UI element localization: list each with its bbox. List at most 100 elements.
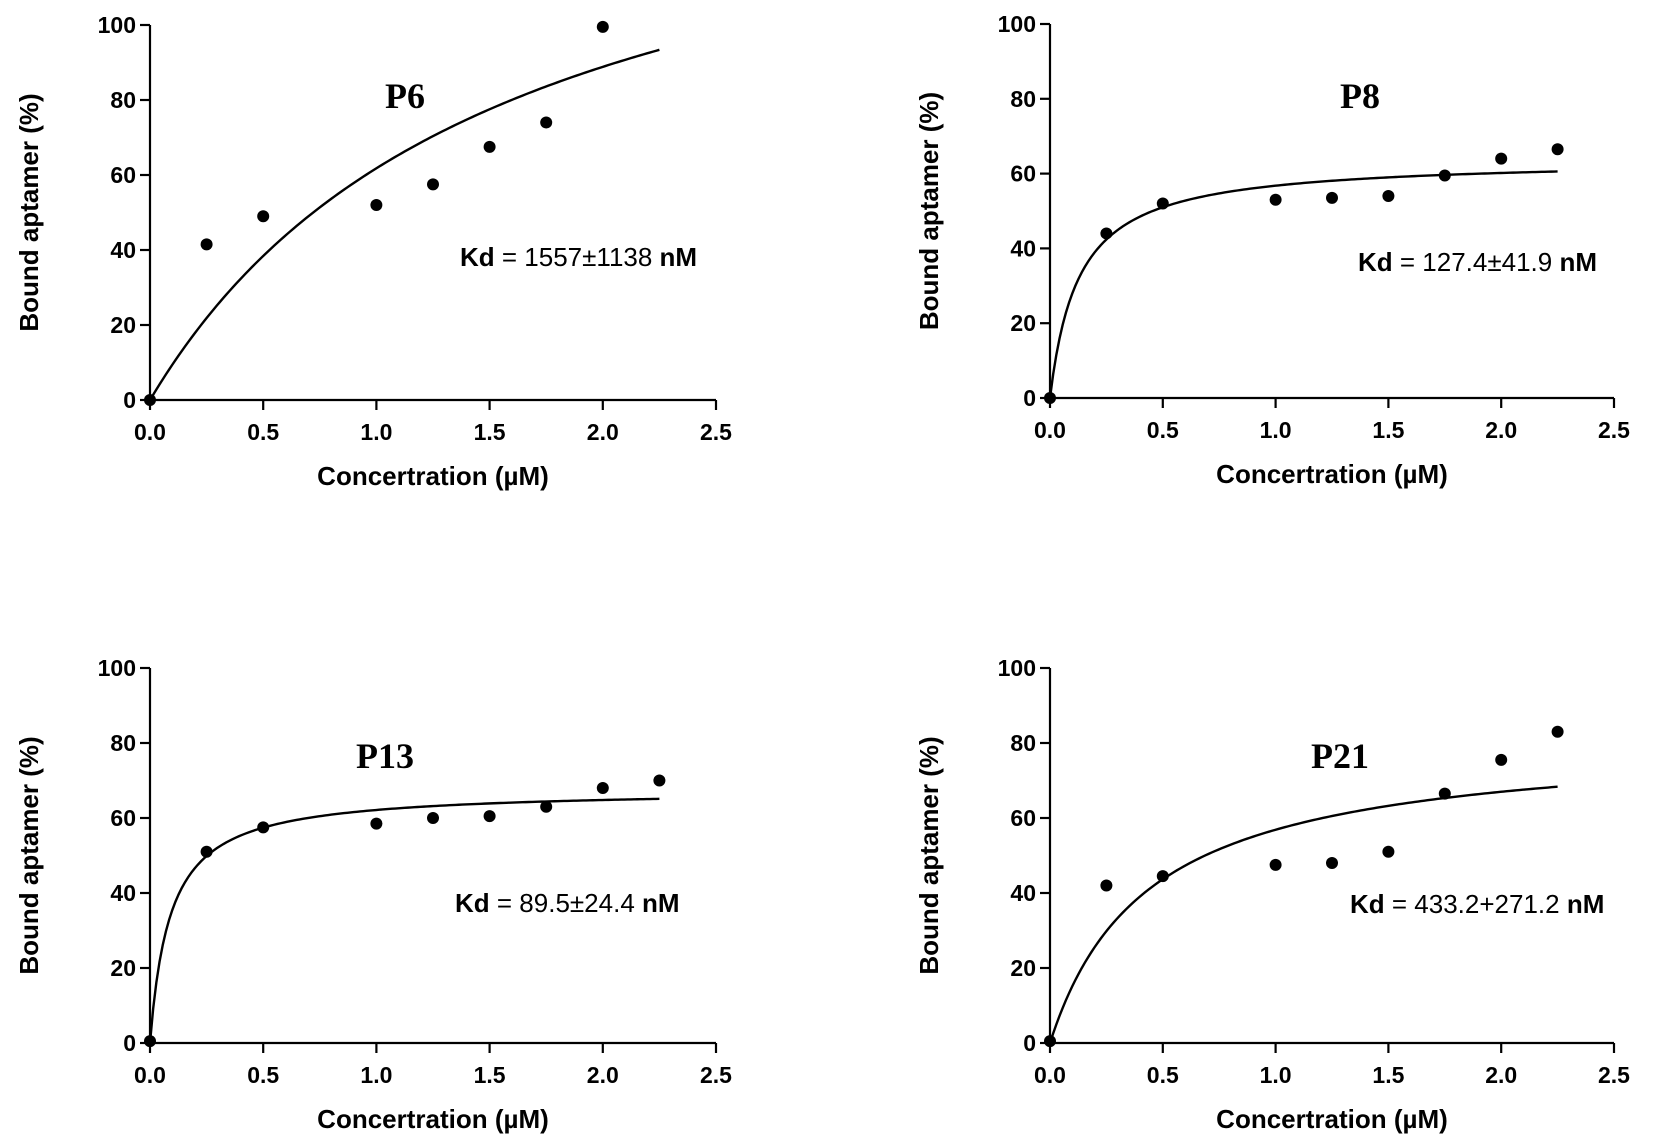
kd-annotation: Kd = 127.4±41.9 nM — [1358, 247, 1597, 277]
chart-panel-p21: 0.0 0.5 1.0 1.5 2.0 2.5 0 20 40 60 80 100 Concertrat… — [914, 655, 1630, 1134]
data-point — [144, 1035, 156, 1048]
y-axis-title: Bound aptamer (%) — [14, 93, 44, 331]
y-tick-label: 20 — [1010, 955, 1036, 981]
data-point — [596, 782, 609, 794]
y-tick-label: 60 — [1010, 161, 1036, 187]
kd-value: = 433.2+271.2 — [1385, 889, 1567, 919]
panel-title: P6 — [385, 76, 425, 116]
data-point — [653, 774, 666, 787]
y-tick-label: 40 — [110, 237, 136, 263]
y-axis-title: Bound aptamer (%) — [914, 92, 944, 330]
kd-unit: nM — [1567, 889, 1605, 919]
x-axis-title: Concertration (µM) — [317, 1104, 549, 1134]
x-tick-label: 2.5 — [1598, 417, 1630, 443]
fit-curve — [148, 797, 660, 1044]
x-tick-label: 1.5 — [1372, 417, 1404, 443]
x-tick-label: 2.5 — [700, 419, 732, 445]
kd-label: Kd — [460, 242, 495, 272]
x-tick-label: 2.0 — [587, 1062, 619, 1088]
x-tick-label: 1.0 — [1260, 1062, 1292, 1088]
data-point — [144, 394, 156, 406]
kd-value: = 1557±1138 — [495, 242, 660, 272]
data-point — [1551, 725, 1564, 738]
kd-annotation: Kd = 433.2+271.2 nM — [1350, 889, 1604, 919]
panel-title: P13 — [356, 736, 414, 776]
panel-title: P8 — [1340, 76, 1380, 116]
data-point — [1156, 197, 1169, 210]
panel-title: P21 — [1311, 736, 1369, 776]
x-tick-label: 2.5 — [700, 1062, 732, 1088]
y-tick-label: 100 — [98, 655, 136, 681]
x-tick-label: 2.0 — [1485, 417, 1517, 443]
y-tick-label: 40 — [1010, 880, 1036, 906]
x-tick-label: 1.0 — [360, 1062, 392, 1088]
kd-unit: nM — [1559, 247, 1597, 277]
y-axis-title: Bound aptamer (%) — [914, 736, 944, 974]
y-tick-label: 40 — [1010, 235, 1036, 261]
y-axis-title: Bound aptamer (%) — [14, 736, 44, 974]
data-point — [483, 140, 496, 153]
fit-curve — [1048, 785, 1558, 1044]
x-tick-label: 1.0 — [360, 419, 392, 445]
y-tick-label: 20 — [110, 955, 136, 981]
y-tick-label: 80 — [110, 87, 136, 113]
x-axis-title: Concertration (µM) — [317, 461, 549, 491]
fit-curve — [148, 48, 660, 401]
chart-panel-p13: 0.0 0.5 1.0 1.5 2.0 2.5 0 20 40 60 80 100 Concertrat… — [14, 655, 732, 1134]
x-tick-label: 1.5 — [474, 1062, 506, 1088]
data-point — [1326, 857, 1338, 869]
x-tick-label: 0.5 — [1147, 1062, 1179, 1088]
kd-annotation: Kd = 1557±1138 nM — [460, 242, 697, 272]
x-tick-label: 1.5 — [1372, 1062, 1404, 1088]
data-point — [257, 210, 270, 223]
chart-panel-p8: 0.0 0.5 1.0 1.5 2.0 2.5 0 20 40 60 80 100 Concertrat… — [914, 11, 1630, 489]
y-tick-label: 80 — [110, 730, 136, 756]
y-tick-label: 80 — [1010, 86, 1036, 112]
kd-unit: nM — [660, 242, 698, 272]
y-tick-label: 0 — [123, 1030, 136, 1056]
x-tick-label: 2.0 — [1485, 1062, 1517, 1088]
data-point — [1044, 392, 1056, 404]
data-point — [370, 817, 383, 830]
x-tick-label: 0.0 — [134, 1062, 166, 1088]
y-tick-label: 100 — [998, 655, 1036, 681]
kd-unit: nM — [642, 888, 680, 918]
x-tick-label: 2.0 — [587, 419, 619, 445]
data-point — [200, 238, 213, 251]
y-tick-label: 60 — [110, 162, 136, 188]
x-axis-title: Concertration (µM) — [1216, 459, 1448, 489]
x-tick-label: 1.0 — [1260, 417, 1292, 443]
data-point — [370, 199, 383, 211]
data-point — [1382, 190, 1395, 203]
y-tick-label: 0 — [1023, 385, 1036, 411]
data-point — [1100, 227, 1113, 240]
data-point — [427, 178, 439, 191]
x-axis-title: Concertration (µM) — [1216, 1104, 1448, 1134]
data-point — [1551, 143, 1564, 156]
kd-label: Kd — [455, 888, 490, 918]
x-tick-label: 0.0 — [1034, 417, 1066, 443]
data-point — [1382, 845, 1395, 858]
data-point — [1269, 193, 1282, 206]
data-point — [1326, 191, 1338, 204]
data-point — [200, 845, 213, 858]
y-tick-label: 40 — [110, 880, 136, 906]
y-tick-label: 100 — [998, 11, 1036, 37]
y-tick-label: 20 — [110, 312, 136, 338]
x-tick-label: 0.0 — [134, 419, 166, 445]
kd-label: Kd — [1350, 889, 1385, 919]
data-point — [540, 116, 553, 129]
data-point — [1438, 787, 1451, 800]
data-point — [1044, 1035, 1056, 1048]
chart-panel-p6: 0.0 0.5 1.0 1.5 2.0 2.5 0 20 40 60 80 100 Concertrat… — [14, 12, 732, 491]
data-point — [596, 20, 609, 33]
data-point — [483, 810, 496, 823]
data-point — [1438, 169, 1451, 182]
y-tick-label: 20 — [1010, 310, 1036, 336]
kd-value: = 89.5±24.4 — [490, 888, 642, 918]
fit-curve — [1048, 170, 1558, 399]
x-tick-label: 1.5 — [474, 419, 506, 445]
y-tick-label: 0 — [123, 387, 136, 413]
kd-annotation: Kd = 89.5±24.4 nM — [455, 888, 680, 918]
